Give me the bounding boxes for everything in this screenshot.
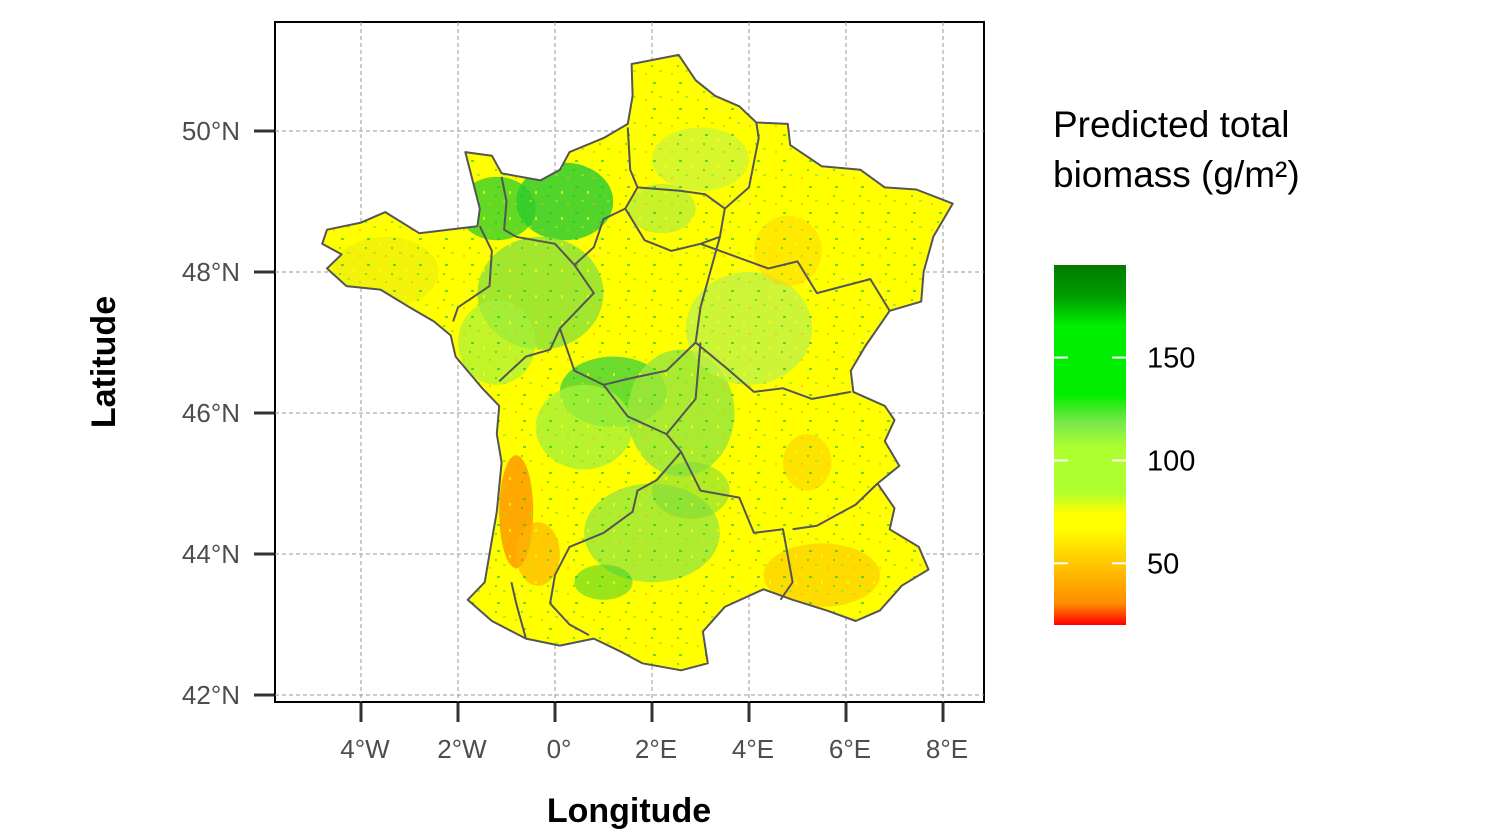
x-axis: 4°W 2°W 0° 2°E 4°E 6°E 8°E (340, 703, 968, 764)
y-tick-label: 46°N (182, 398, 240, 428)
y-tick-label: 50°N (182, 116, 240, 146)
y-tick-label: 42°N (182, 680, 240, 710)
legend-ticks: 150 100 50 (1054, 343, 1195, 580)
france-outline (321, 53, 954, 672)
x-tick-label: 0° (547, 734, 572, 764)
y-tick-label: 48°N (182, 257, 240, 287)
y-tick-label: 44°N (182, 539, 240, 569)
x-tick-label: 4°E (732, 734, 774, 764)
y-axis-title: Latitude (85, 296, 123, 428)
x-axis-title: Longitude (547, 792, 711, 830)
x-tick-label: 4°W (340, 734, 390, 764)
x-tick-label: 6°E (829, 734, 871, 764)
legend: Predicted total biomass (g/m²) 150 100 50 (1053, 104, 1300, 625)
x-tick-label: 2°W (437, 734, 487, 764)
legend-title-line1: Predicted total (1053, 104, 1290, 145)
x-tick-label: 2°E (635, 734, 677, 764)
legend-tick-label: 50 (1147, 548, 1179, 580)
legend-title-line2: biomass (g/m²) (1053, 154, 1300, 195)
x-tick-label: 8°E (926, 734, 968, 764)
legend-colorbar (1054, 265, 1126, 625)
region-borders (452, 122, 891, 639)
legend-tick-label: 100 (1147, 445, 1195, 477)
y-axis: 42°N 44°N 46°N 48°N 50°N (182, 116, 274, 710)
legend-tick-label: 150 (1147, 343, 1195, 375)
